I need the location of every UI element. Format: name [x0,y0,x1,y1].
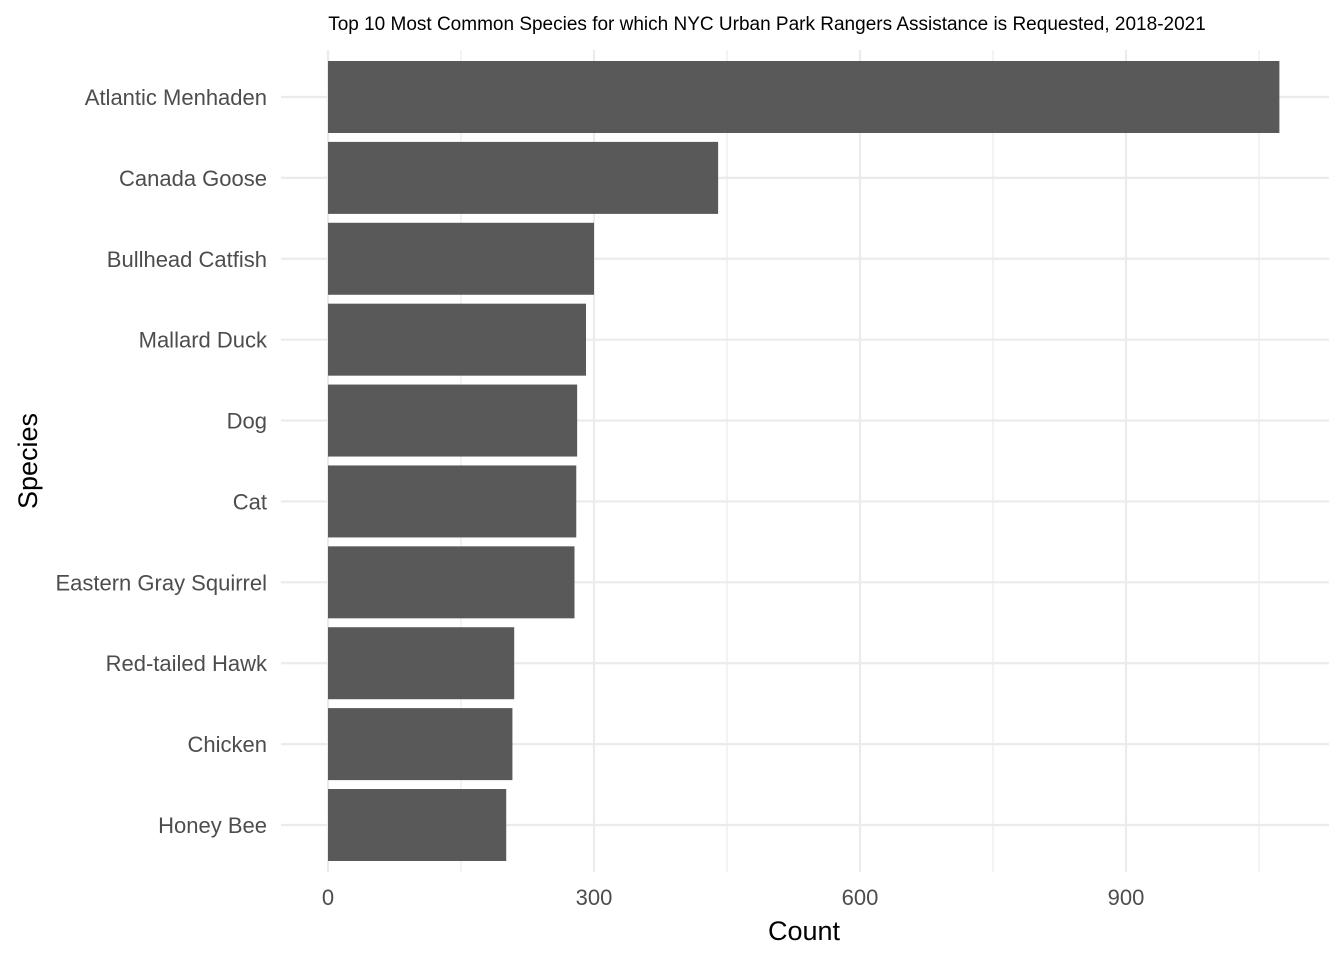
x-tick-label: 300 [576,885,613,910]
bars [328,61,1280,861]
y-tick-label: Eastern Gray Squirrel [55,570,267,595]
y-axis-title: Species [13,413,43,509]
y-tick-labels: Atlantic Menhaden Canada Goose Bullhead Ca… [55,85,268,838]
y-tick-label: Canada Goose [119,166,267,191]
bar [328,708,513,781]
bar [328,61,1280,133]
x-tick-label: 900 [1108,885,1145,910]
bar [328,627,515,700]
x-axis-title: Count [768,916,841,946]
x-tick-label: 0 [322,885,334,910]
bar [328,384,578,457]
x-tick-labels: 0 300 600 900 [322,885,1144,910]
y-tick-label: Bullhead Catfish [107,247,267,272]
y-tick-label: Chicken [188,732,267,757]
y-tick-label: Mallard Duck [139,328,268,353]
y-tick-label: Red-tailed Hawk [106,651,268,676]
x-tick-label: 600 [842,885,879,910]
y-tick-label: Dog [227,409,267,434]
y-tick-label: Cat [233,489,267,514]
bar [328,546,575,619]
y-tick-label: Atlantic Menhaden [85,85,267,110]
bar [328,222,594,295]
bar [328,303,587,376]
bar [328,789,507,861]
bar [328,465,577,538]
bar [328,141,719,214]
chart-title: Top 10 Most Common Species for which NYC… [328,14,1206,35]
y-tick-label: Honey Bee [158,813,267,838]
